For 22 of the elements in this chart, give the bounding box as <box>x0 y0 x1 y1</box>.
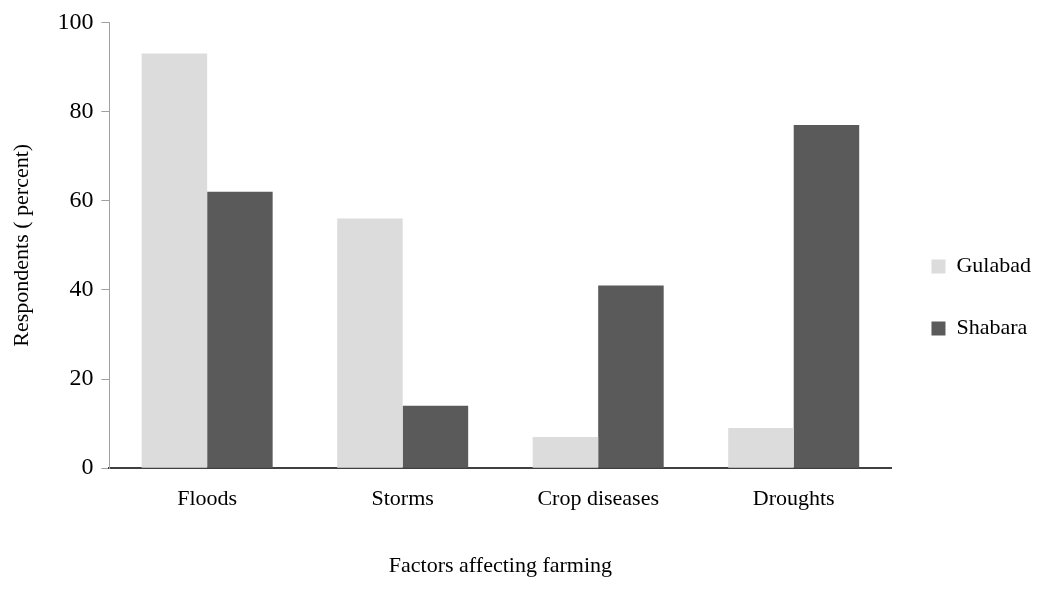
y-axis-title: Respondents ( percent) <box>7 143 33 347</box>
legend-label: Gulabad <box>956 252 1031 278</box>
y-tick-label: 80 <box>69 96 94 123</box>
bar <box>793 124 860 468</box>
bar <box>532 436 599 468</box>
bar <box>598 285 664 468</box>
legend-label: Shabara <box>956 314 1028 340</box>
bar <box>141 53 208 468</box>
y-tick-label: 40 <box>69 275 94 302</box>
x-tick-label: Floods <box>177 485 238 511</box>
x-tick-label: Crop diseases <box>537 485 659 511</box>
bar <box>728 428 794 468</box>
y-tick-label: 20 <box>69 364 94 391</box>
x-axis-title: Factors affecting farming <box>388 551 613 577</box>
x-tick-label: Storms <box>371 485 434 511</box>
y-tick-label: 0 <box>81 453 94 480</box>
x-tick-label: Droughts <box>752 485 835 511</box>
bar <box>207 191 273 468</box>
bar <box>402 405 469 468</box>
y-tick-label: 100 <box>57 7 94 34</box>
bar <box>337 218 403 468</box>
y-tick-label: 60 <box>69 186 94 213</box>
